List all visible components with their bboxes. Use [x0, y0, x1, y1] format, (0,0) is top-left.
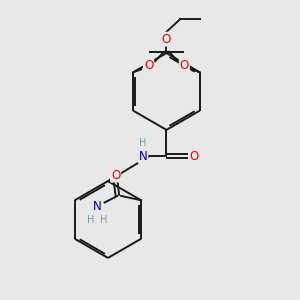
Text: O: O — [189, 150, 199, 163]
Text: H: H — [140, 138, 147, 148]
Text: H: H — [87, 215, 94, 225]
Text: O: O — [144, 59, 153, 72]
Text: N: N — [93, 200, 102, 213]
Text: O: O — [111, 169, 120, 182]
Text: H: H — [100, 215, 108, 225]
Text: O: O — [180, 59, 189, 72]
Text: O: O — [162, 33, 171, 46]
Text: N: N — [139, 150, 147, 163]
